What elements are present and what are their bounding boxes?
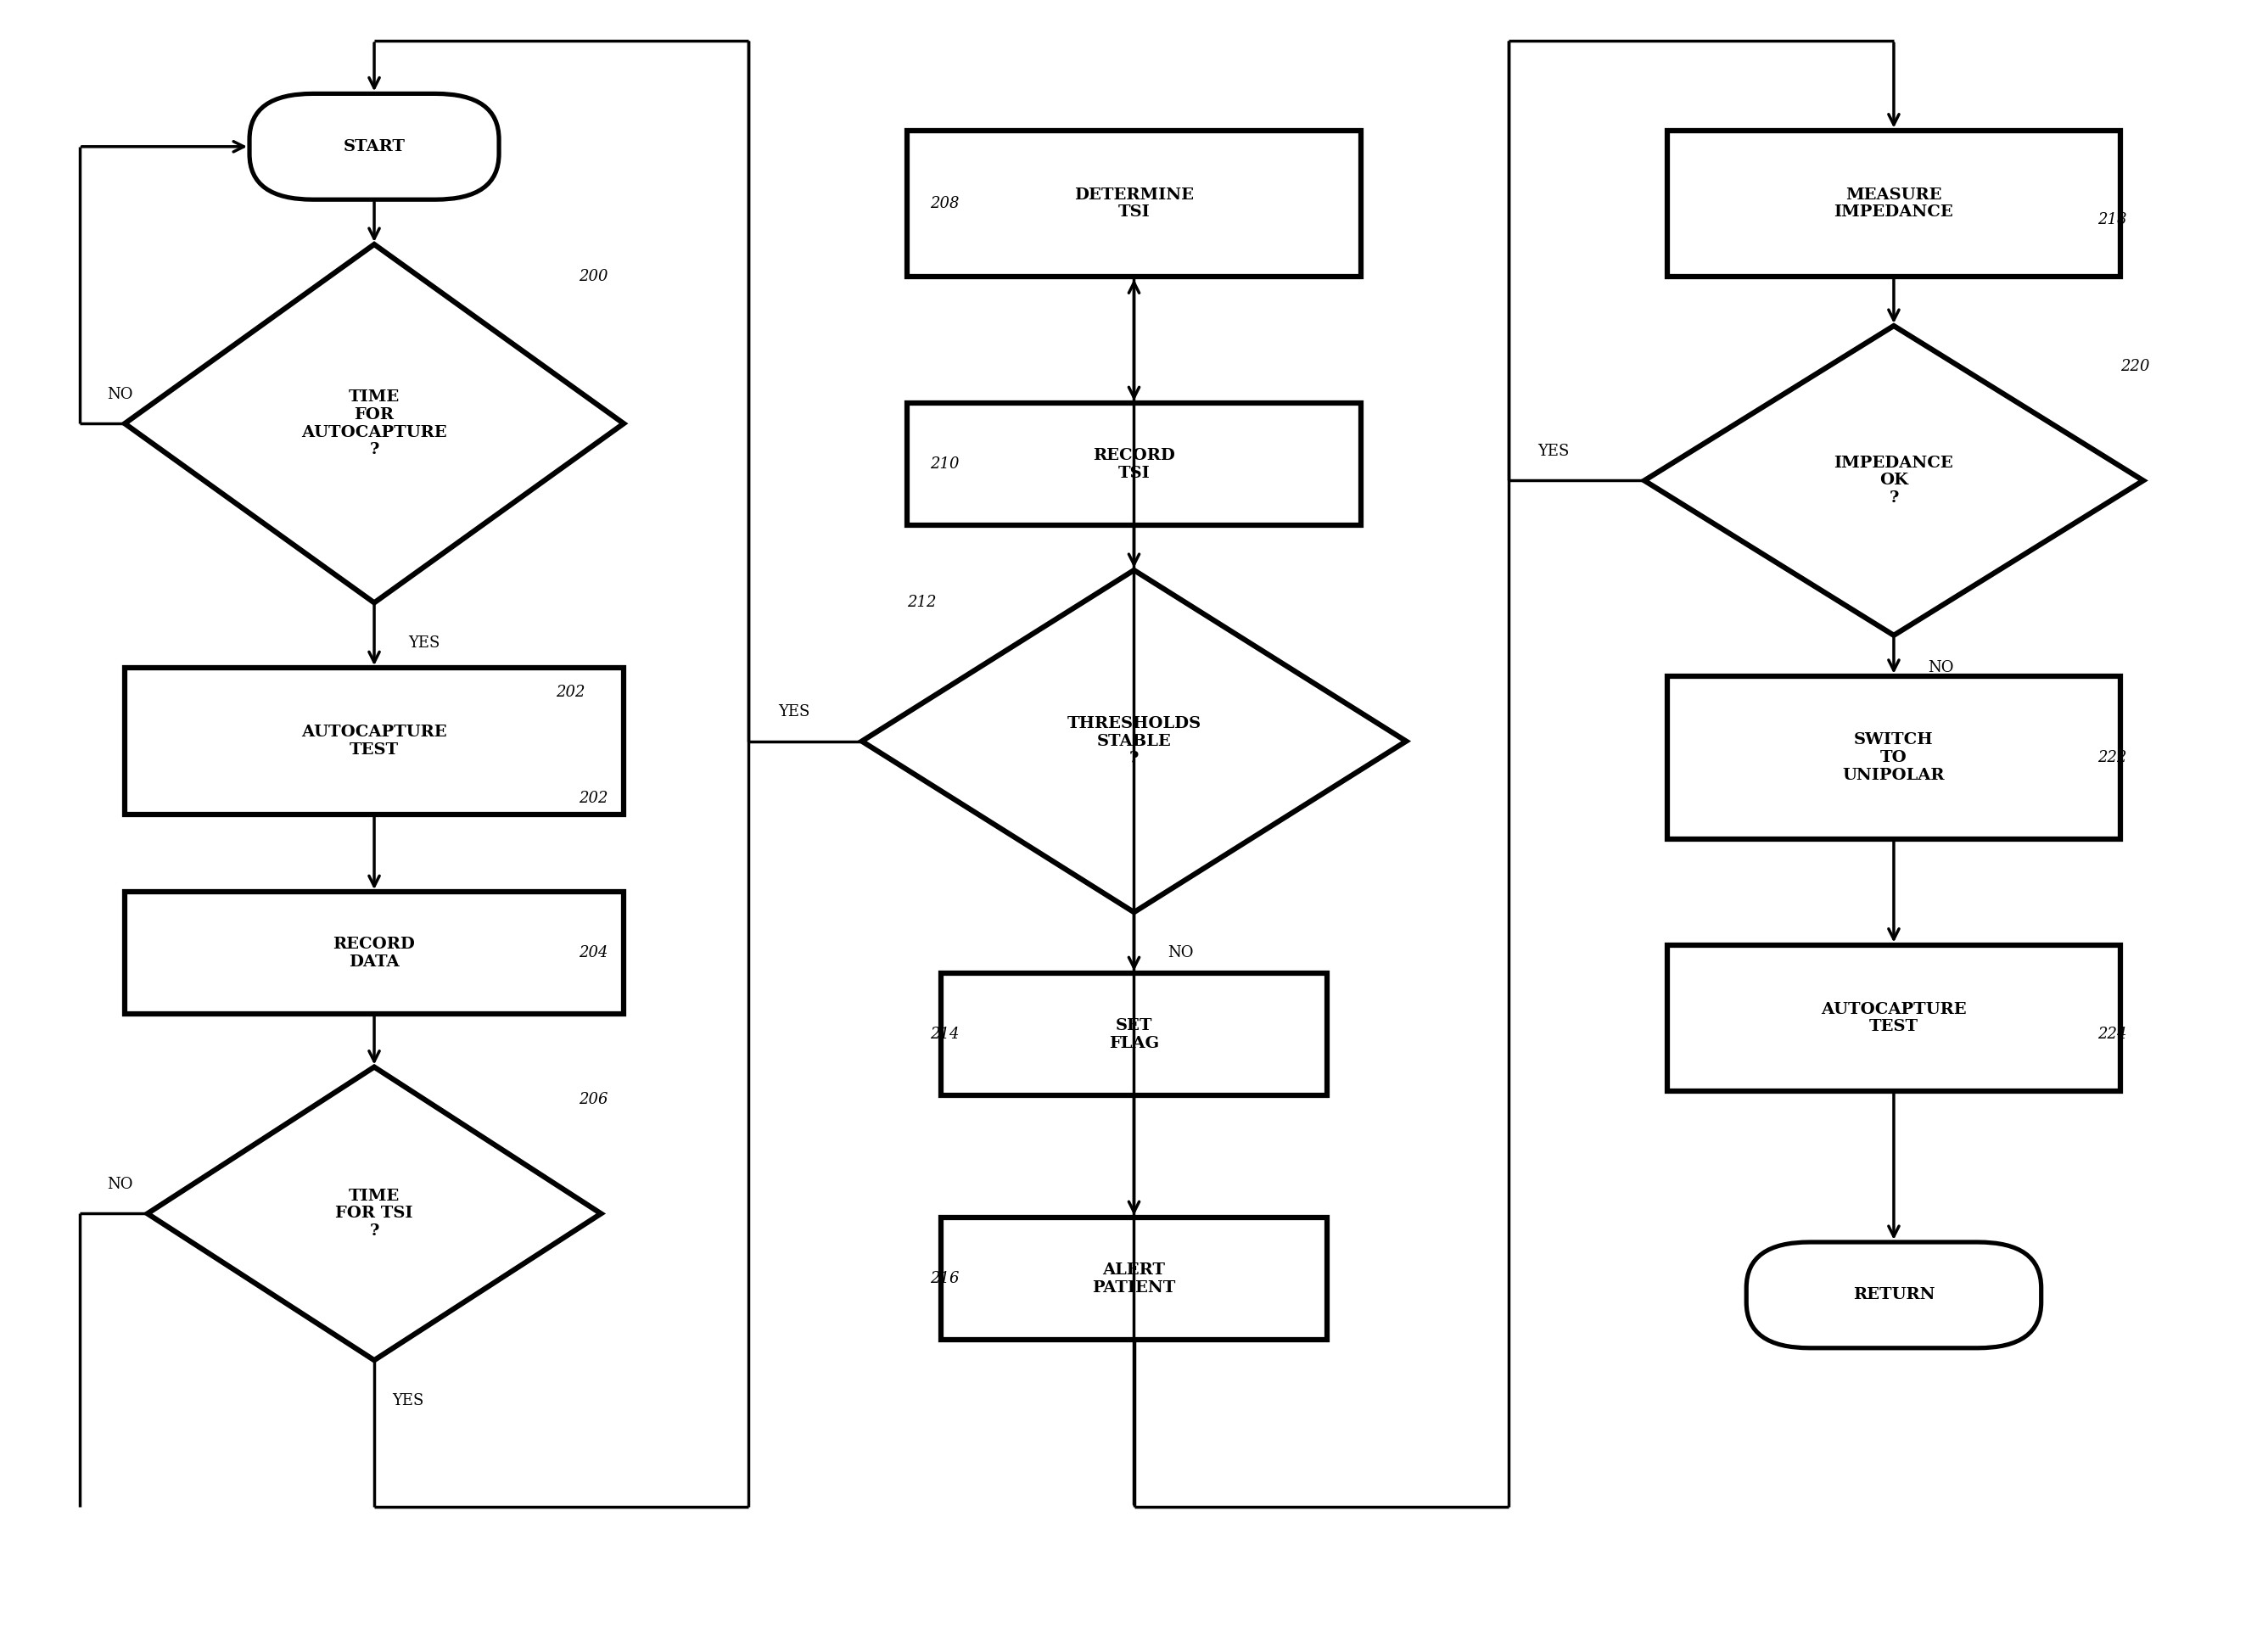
Text: SET
FLAG: SET FLAG [1109,1018,1159,1051]
Text: START: START [342,138,406,155]
FancyBboxPatch shape [907,130,1361,277]
Text: THRESHOLDS
STABLE
?: THRESHOLDS STABLE ? [1066,715,1202,767]
FancyBboxPatch shape [1667,676,2121,839]
FancyBboxPatch shape [941,973,1327,1095]
Text: NO: NO [1928,660,1953,676]
Text: YES: YES [408,635,440,652]
FancyBboxPatch shape [1667,945,2121,1091]
FancyBboxPatch shape [941,1218,1327,1339]
FancyBboxPatch shape [125,668,624,814]
Text: AUTOCAPTURE
TEST: AUTOCAPTURE TEST [302,725,447,757]
Text: SWITCH
TO
UNIPOLAR: SWITCH TO UNIPOLAR [1842,731,1946,784]
Text: YES: YES [778,704,810,720]
Text: YES: YES [392,1393,424,1409]
Polygon shape [1644,326,2143,635]
Text: 210: 210 [930,456,959,472]
Text: 212: 212 [907,595,937,611]
Text: RECORD
DATA: RECORD DATA [333,937,415,969]
FancyBboxPatch shape [249,93,499,199]
FancyBboxPatch shape [1746,1241,2041,1349]
Text: 208: 208 [930,195,959,212]
Text: IMPEDANCE
OK
?: IMPEDANCE OK ? [1835,454,1953,507]
Text: 220: 220 [2121,358,2150,375]
Polygon shape [147,1067,601,1360]
FancyBboxPatch shape [1667,130,2121,277]
Polygon shape [862,570,1406,912]
Text: 202: 202 [556,684,585,700]
Text: 204: 204 [578,945,608,961]
Text: 222: 222 [2098,749,2127,766]
Text: RECORD
TSI: RECORD TSI [1093,448,1175,481]
Text: DETERMINE
TSI: DETERMINE TSI [1075,187,1193,220]
Text: 206: 206 [578,1091,608,1108]
Text: TIME
FOR TSI
?: TIME FOR TSI ? [336,1188,413,1240]
Text: NO: NO [107,1176,134,1192]
Text: 218: 218 [2098,212,2127,228]
Text: ALERT
PATIENT: ALERT PATIENT [1093,1262,1175,1295]
Text: RETURN: RETURN [1853,1287,1935,1303]
Text: MEASURE
IMPEDANCE: MEASURE IMPEDANCE [1835,187,1953,220]
Polygon shape [125,244,624,603]
Text: NO: NO [1168,945,1193,961]
FancyBboxPatch shape [125,893,624,1013]
Text: AUTOCAPTURE
TEST: AUTOCAPTURE TEST [1821,1002,1966,1034]
Text: 214: 214 [930,1026,959,1043]
Text: YES: YES [1538,443,1569,459]
Text: 224: 224 [2098,1026,2127,1043]
FancyBboxPatch shape [907,404,1361,525]
Text: 200: 200 [578,269,608,285]
Text: NO: NO [107,386,134,402]
Text: 202: 202 [578,790,608,806]
Text: 216: 216 [930,1271,959,1287]
Text: TIME
FOR
AUTOCAPTURE
?: TIME FOR AUTOCAPTURE ? [302,389,447,458]
